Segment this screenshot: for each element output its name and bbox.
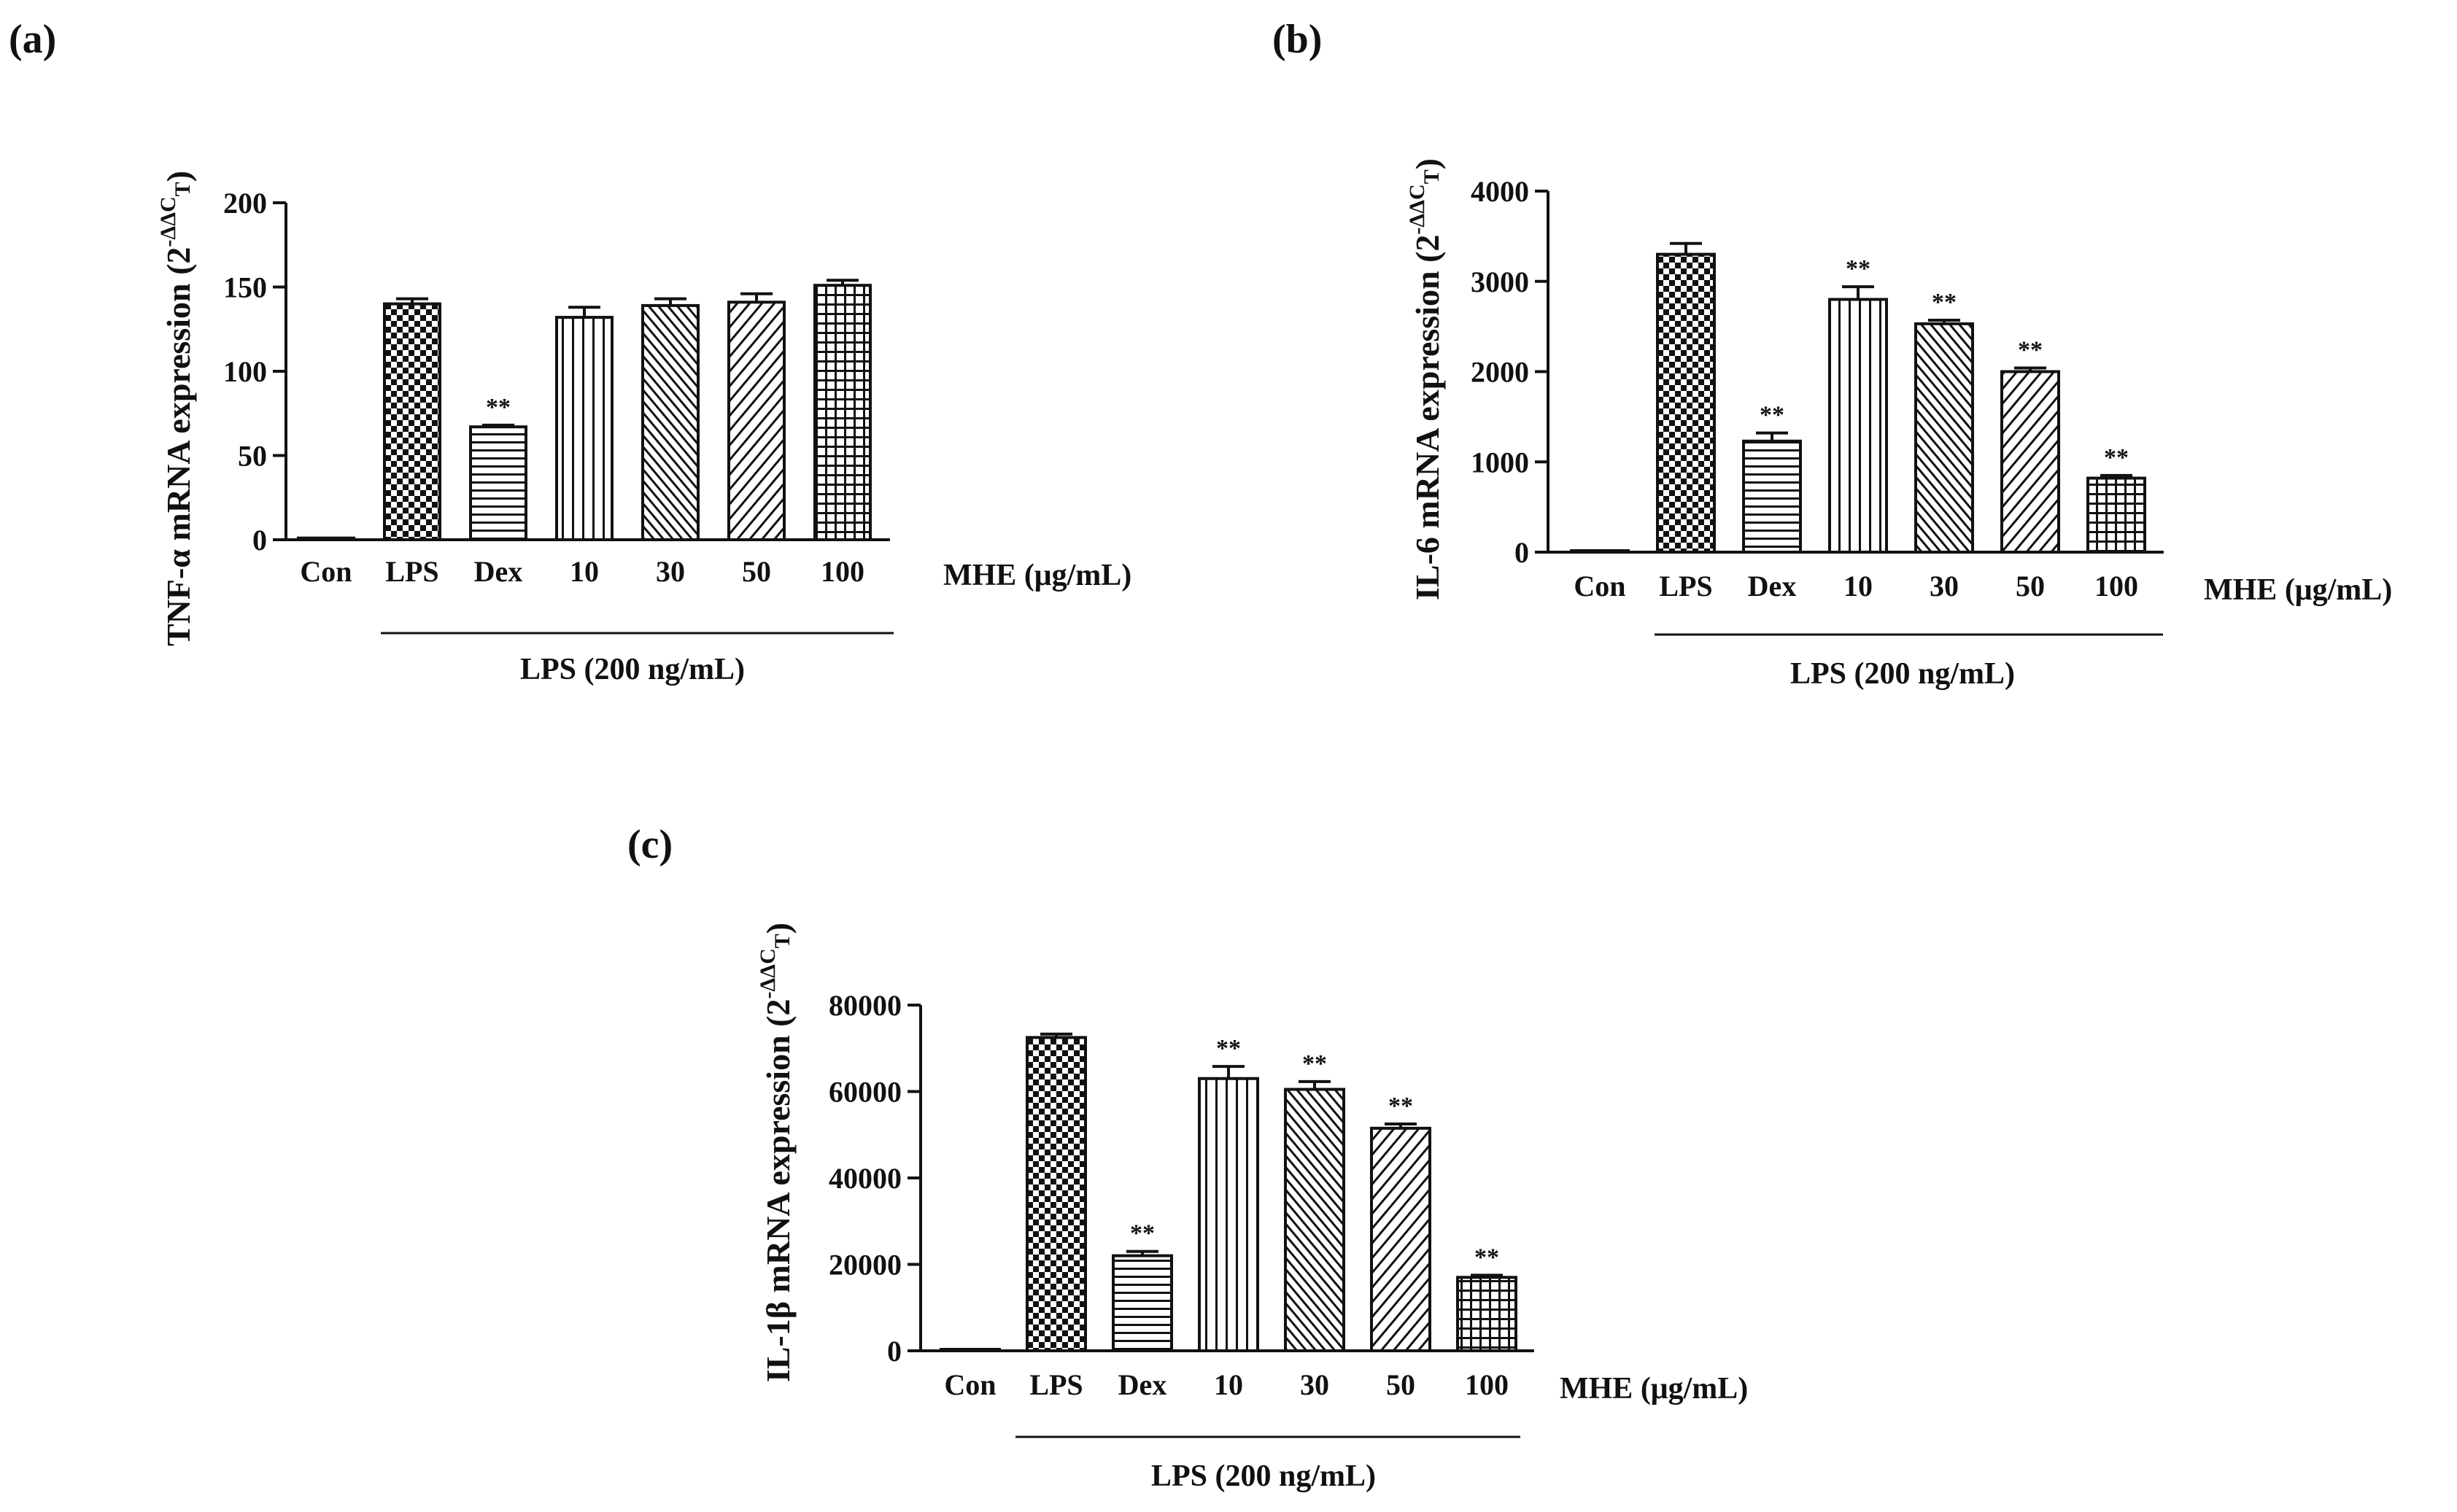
y-tick-label: 1000 [1471,446,1529,478]
category-label: LPS [1659,570,1712,602]
y-tick-label: 0 [887,1335,902,1368]
panel-label: (b) [1272,17,1322,62]
category-label: 10 [1843,570,1873,602]
unit-label: MHE (μg/mL) [2204,573,2392,607]
y-tick-label: 2000 [1471,356,1529,389]
panel-c-marks: 0 20000 40000 60000 80000 Con LPS ** Dex ** 10 ** 30… [829,989,1534,1438]
y-tick-label: 60000 [829,1076,902,1109]
category-label: 50 [2016,570,2045,602]
y-axis-title-sub: T [171,182,195,196]
y-axis-title-close: ) [759,923,797,934]
bar-Con [940,1348,1001,1352]
y-tick-label: 80000 [829,989,902,1022]
bar-Con [1570,549,1630,554]
category-label: Con [1574,570,1625,602]
y-tick-label: 200 [223,187,267,220]
y-axis-title-main: IL-1β mRNA expression (2 [759,999,797,1383]
y-axis-title: IL-6 mRNA expression (2-ΔΔCT) [1405,158,1446,600]
bar-100 [813,284,872,541]
panel-c: (c) 0 20000 40000 60000 80000 Con LPS ** Dex ** 10… [627,822,1748,1493]
significance-marker: ** [1846,255,1870,282]
significance-marker: ** [2018,337,2043,364]
bar-100 [2086,476,2146,554]
panel-label: (a) [9,17,56,62]
bar-10 [1198,1077,1259,1352]
bar-30 [1284,1088,1345,1352]
category-label: Dex [1748,570,1797,602]
significance-marker: ** [1932,289,1957,316]
category-label: Dex [1118,1368,1167,1401]
panel-b-marks: 0 1000 2000 3000 4000 Con LPS ** Dex ** 10 ** 30 ** 50… [1471,175,2164,636]
y-axis-title: IL-1β mRNA expression (2-ΔΔCT) [756,923,797,1382]
panel-a: (a) 0 50 100 150 200 Con LPS ** Dex 10 30 50 100 MHE… [9,17,1131,686]
significance-marker: ** [1474,1244,1499,1271]
y-axis-title-main: IL-6 mRNA expression (2 [1409,235,1446,600]
significance-marker: ** [1216,1035,1241,1062]
bar-LPS [1026,1036,1087,1352]
category-label: 50 [1386,1368,1415,1401]
category-label: LPS [1029,1368,1083,1401]
y-tick-label: 150 [223,271,267,304]
significance-marker: ** [1130,1220,1155,1247]
category-label: 100 [2094,570,2138,602]
bar-50 [1370,1126,1431,1353]
y-tick-label: 40000 [829,1162,902,1195]
category-label: Con [944,1368,996,1401]
y-tick-label: 4000 [1471,175,1529,208]
significance-marker: ** [2104,444,2129,471]
category-label: Con [300,555,352,588]
significance-marker: ** [1388,1093,1413,1120]
group-label: LPS (200 ng/mL) [520,653,745,686]
bar-30 [641,303,700,541]
category-label: 30 [656,555,685,588]
bar-30 [1914,322,1974,554]
category-label: 10 [570,555,599,588]
y-tick-label: 3000 [1471,265,1529,298]
y-axis-title-main: TNF-α mRNA expression (2 [160,247,197,646]
bar-LPS [1656,252,1716,554]
bar-Dex [469,425,527,541]
y-axis-title: TNF-α mRNA expression (2-ΔΔCT) [156,171,197,646]
bar-100 [1456,1276,1517,1353]
y-axis-title-sup: -ΔΔC [756,948,780,999]
panel-label: (c) [627,822,673,867]
unit-label: MHE (μg/mL) [943,559,1131,592]
bar-10 [1828,298,1888,554]
significance-marker: ** [486,394,511,421]
y-tick-label: 50 [238,440,267,473]
y-tick-label: 20000 [829,1249,902,1282]
significance-marker: ** [1302,1050,1327,1077]
unit-label: MHE (μg/mL) [1560,1372,1748,1406]
bar-10 [555,316,614,541]
group-label: LPS (200 ng/mL) [1151,1459,1376,1493]
bar-50 [727,301,786,541]
panel-a-marks: 0 50 100 150 200 Con LPS ** Dex 10 30 50 100 [223,187,894,635]
significance-marker: ** [1760,402,1784,429]
y-axis-title-sup: -ΔΔC [1405,184,1429,234]
category-label: 50 [742,555,771,588]
y-tick-label: 0 [252,524,267,557]
y-axis-title-close: ) [160,171,197,182]
category-label: Dex [474,555,523,588]
y-tick-label: 100 [223,355,267,388]
y-axis-title-close: ) [1409,158,1446,169]
bar-LPS [383,302,441,541]
bar-Con [297,536,355,542]
bar-Dex [1112,1254,1173,1353]
bar-50 [2000,370,2060,554]
y-axis-title-sub: T [770,934,794,948]
category-label: LPS [385,555,438,588]
category-label: 30 [1930,570,1959,602]
panel-b: (b) 0 1000 2000 3000 4000 Con LPS ** Dex ** 10 ** 30… [1272,17,2392,691]
category-label: 100 [1465,1368,1509,1401]
y-axis-title-sup: -ΔΔC [156,196,180,247]
bar-Dex [1742,439,1802,554]
group-label: LPS (200 ng/mL) [1790,657,2015,691]
category-label: 30 [1300,1368,1329,1401]
category-label: 100 [821,555,864,588]
category-label: 10 [1214,1368,1243,1401]
y-tick-label: 0 [1514,536,1529,569]
y-axis-title-sub: T [1420,169,1444,184]
